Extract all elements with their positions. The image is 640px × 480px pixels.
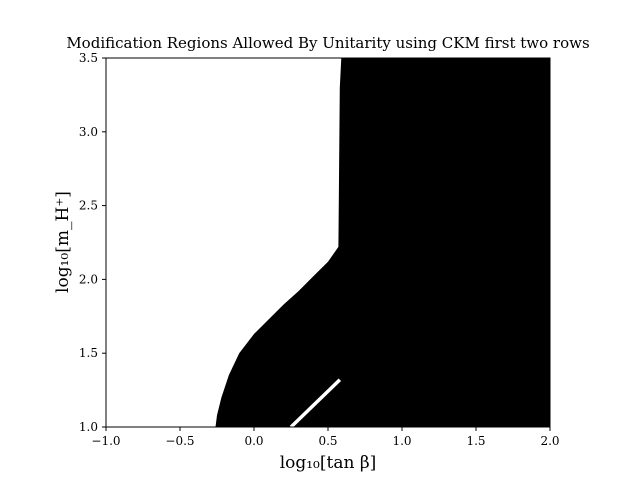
y-tick-label: 1.0	[79, 420, 98, 434]
x-tick-label: 1.5	[466, 434, 485, 448]
allowed-region	[215, 58, 550, 427]
x-tick-label: −0.5	[165, 434, 194, 448]
y-tick-label: 2.0	[79, 272, 98, 286]
x-axis: −1.0 −0.5 0.0 0.5 1.0 1.5 2.0	[91, 427, 560, 448]
y-axis-label: log₁₀[m_H⁺]	[53, 191, 73, 293]
y-tick-label: 3.5	[79, 51, 98, 65]
y-tick-label: 1.5	[79, 346, 98, 360]
y-axis: 1.0 1.5 2.0 2.5 3.0 3.5	[79, 51, 106, 434]
y-tick-label: 3.0	[79, 125, 98, 139]
x-axis-label: log₁₀[tan β]	[280, 453, 377, 473]
x-tick-label: 0.0	[244, 434, 263, 448]
x-tick-label: 1.0	[392, 434, 411, 448]
chart-title: Modification Regions Allowed By Unitarit…	[66, 34, 589, 52]
x-tick-label: −1.0	[91, 434, 120, 448]
x-tick-label: 0.5	[318, 434, 337, 448]
y-tick-label: 2.5	[79, 199, 98, 213]
excluded-strip	[289, 378, 342, 429]
x-tick-label: 2.0	[540, 434, 559, 448]
